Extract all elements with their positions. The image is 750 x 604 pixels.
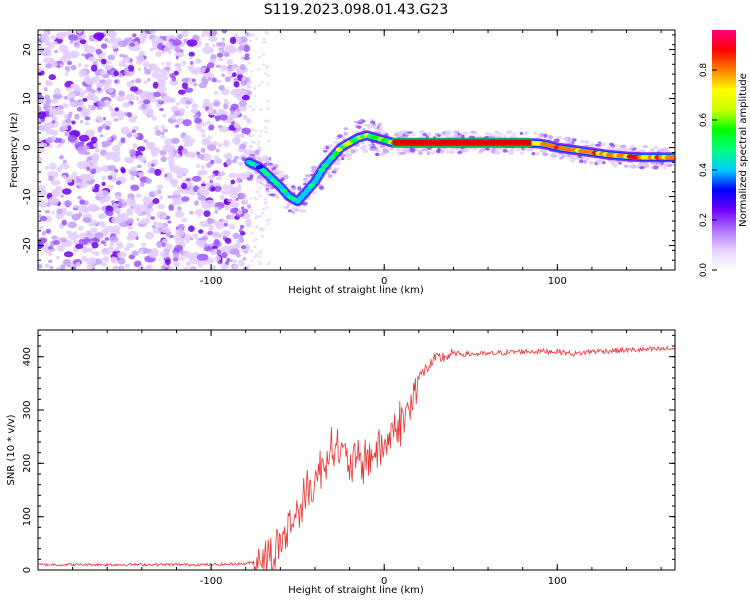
colorbar-gradient — [712, 30, 736, 270]
spectrogram-frame — [37, 29, 676, 271]
snr-y-ticks: 0 100 200 300 400 — [22, 347, 675, 573]
snr-frame — [37, 329, 676, 571]
snr-panel: -100 0 100 0 100 200 300 400 Height of straigh… — [6, 329, 676, 596]
y-tick-label: -10 — [22, 188, 33, 204]
spectrogram-noise — [38, 30, 272, 270]
x-tick-label: 100 — [548, 276, 567, 287]
spectrogram-x-axis-label: Height of straight line (km) — [288, 285, 424, 296]
y-tick-label: -20 — [22, 237, 33, 253]
y-tick-label: 20 — [22, 43, 33, 56]
y-tick-label: 300 — [22, 400, 33, 419]
spectrogram-y-ticks: -20 -10 0 10 20 — [22, 43, 675, 254]
snr-x-ticks: -100 0 100 — [200, 330, 567, 587]
snr-background — [38, 330, 675, 570]
x-tick-label: -100 — [200, 576, 223, 587]
colorbar-tick-label: 0.4 — [699, 163, 709, 178]
colorbar: 0.0 0.2 0.4 0.6 0.8 Normalized spectral ampl… — [699, 30, 749, 277]
colorbar-tick-label: 0.0 — [699, 263, 709, 278]
snr-x-axis-label: Height of straight line (km) — [288, 585, 424, 596]
x-tick-label: 0 — [381, 276, 387, 287]
spectrogram-x-ticks: -100 0 100 — [200, 30, 567, 287]
spectrogram-y-axis-label: Frequency (Hz) — [9, 112, 20, 188]
snr-series-line — [38, 345, 675, 570]
colorbar-ticks: 0.0 0.2 0.4 0.6 0.8 — [699, 63, 717, 278]
x-tick-label: 100 — [548, 576, 567, 587]
spectrogram-minor-ticks — [37, 30, 675, 271]
colorbar-tick-label: 0.2 — [699, 213, 709, 227]
x-tick-label: -100 — [200, 276, 223, 287]
y-tick-label: 0 — [22, 144, 33, 150]
figure-title: S119.2023.098.01.43.G23 — [264, 2, 449, 18]
y-tick-label: 200 — [22, 454, 33, 473]
colorbar-tick-label: 0.6 — [699, 113, 709, 128]
colorbar-label: Normalized spectral amplitude — [738, 73, 749, 227]
x-tick-label: 0 — [381, 576, 387, 587]
y-tick-label: 0 — [22, 567, 33, 573]
y-tick-label: 10 — [22, 92, 33, 105]
snr-y-axis-label: SNR (10 * v/v) — [6, 414, 17, 485]
colorbar-tick-label: 0.8 — [699, 63, 709, 78]
y-tick-label: 400 — [22, 347, 33, 366]
spectrogram-ridge — [244, 118, 675, 214]
y-tick-label: 100 — [22, 507, 33, 526]
